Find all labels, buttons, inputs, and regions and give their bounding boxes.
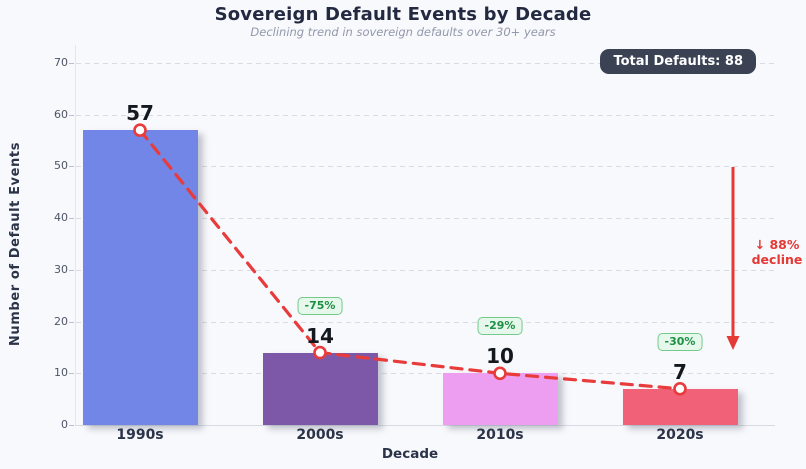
y-tick-mark-50 xyxy=(69,166,74,168)
y-axis-spine xyxy=(75,45,76,425)
y-tick-label-40: 40 xyxy=(54,211,68,225)
y-tick-mark-60 xyxy=(69,114,74,116)
y-tick-label-60: 60 xyxy=(54,107,68,121)
x-tick-label-2010s: 2010s xyxy=(476,427,524,443)
pct-change-badge-2010s: -29% xyxy=(477,317,523,336)
pct-change-badge-2020s: -30% xyxy=(657,332,703,351)
y-tick-label-20: 20 xyxy=(54,314,68,328)
y-tick-label-50: 50 xyxy=(54,159,68,173)
chart-subtitle: Declining trend in sovereign defaults ov… xyxy=(250,25,556,39)
y-tick-mark-0 xyxy=(69,425,74,426)
pct-change-badge-2000s: -75% xyxy=(297,296,343,315)
x-tick-label-2020s: 2020s xyxy=(656,427,704,443)
y-tick-label-0: 0 xyxy=(61,418,68,431)
bar-value-label-2020s: 7 xyxy=(673,359,687,384)
bar-2010s xyxy=(442,373,558,425)
gridline-y60 xyxy=(76,114,775,116)
total-defaults-badge: Total Defaults: 88 xyxy=(600,49,756,74)
decline-arrowhead xyxy=(726,336,740,350)
y-tick-label-30: 30 xyxy=(54,262,68,276)
bar-value-label-1990s: 57 xyxy=(126,101,154,126)
bar-value-label-2000s: 14 xyxy=(306,323,334,348)
x-tick-label-2000s: 2000s xyxy=(296,427,344,443)
bar-1990s xyxy=(82,130,198,425)
decline-annotation-line2: decline xyxy=(751,251,803,267)
bar-value-label-2010s: 10 xyxy=(486,344,514,369)
bar-2020s xyxy=(622,388,738,425)
y-tick-mark-40 xyxy=(69,218,74,220)
y-tick-mark-10 xyxy=(69,373,74,375)
x-axis-title: Decade xyxy=(381,446,439,462)
trend-line xyxy=(138,128,682,391)
y-tick-label-10: 10 xyxy=(54,366,68,380)
y-axis-title: Number of Default Events xyxy=(8,141,23,347)
y-tick-label-70: 70 xyxy=(54,56,68,69)
x-axis-spine xyxy=(75,425,775,426)
chart-title: Sovereign Default Events by Decade xyxy=(214,4,592,25)
y-tick-mark-20 xyxy=(69,321,74,323)
y-tick-mark-30 xyxy=(69,269,74,271)
decline-annotation: ↓ 88% decline xyxy=(737,237,806,268)
x-tick-label-1990s: 1990s xyxy=(116,427,164,443)
decline-annotation-line1: ↓ 88% xyxy=(754,237,800,252)
gridline-y70 xyxy=(76,63,775,64)
bar-2000s xyxy=(262,352,378,425)
y-tick-mark-70 xyxy=(69,63,74,64)
